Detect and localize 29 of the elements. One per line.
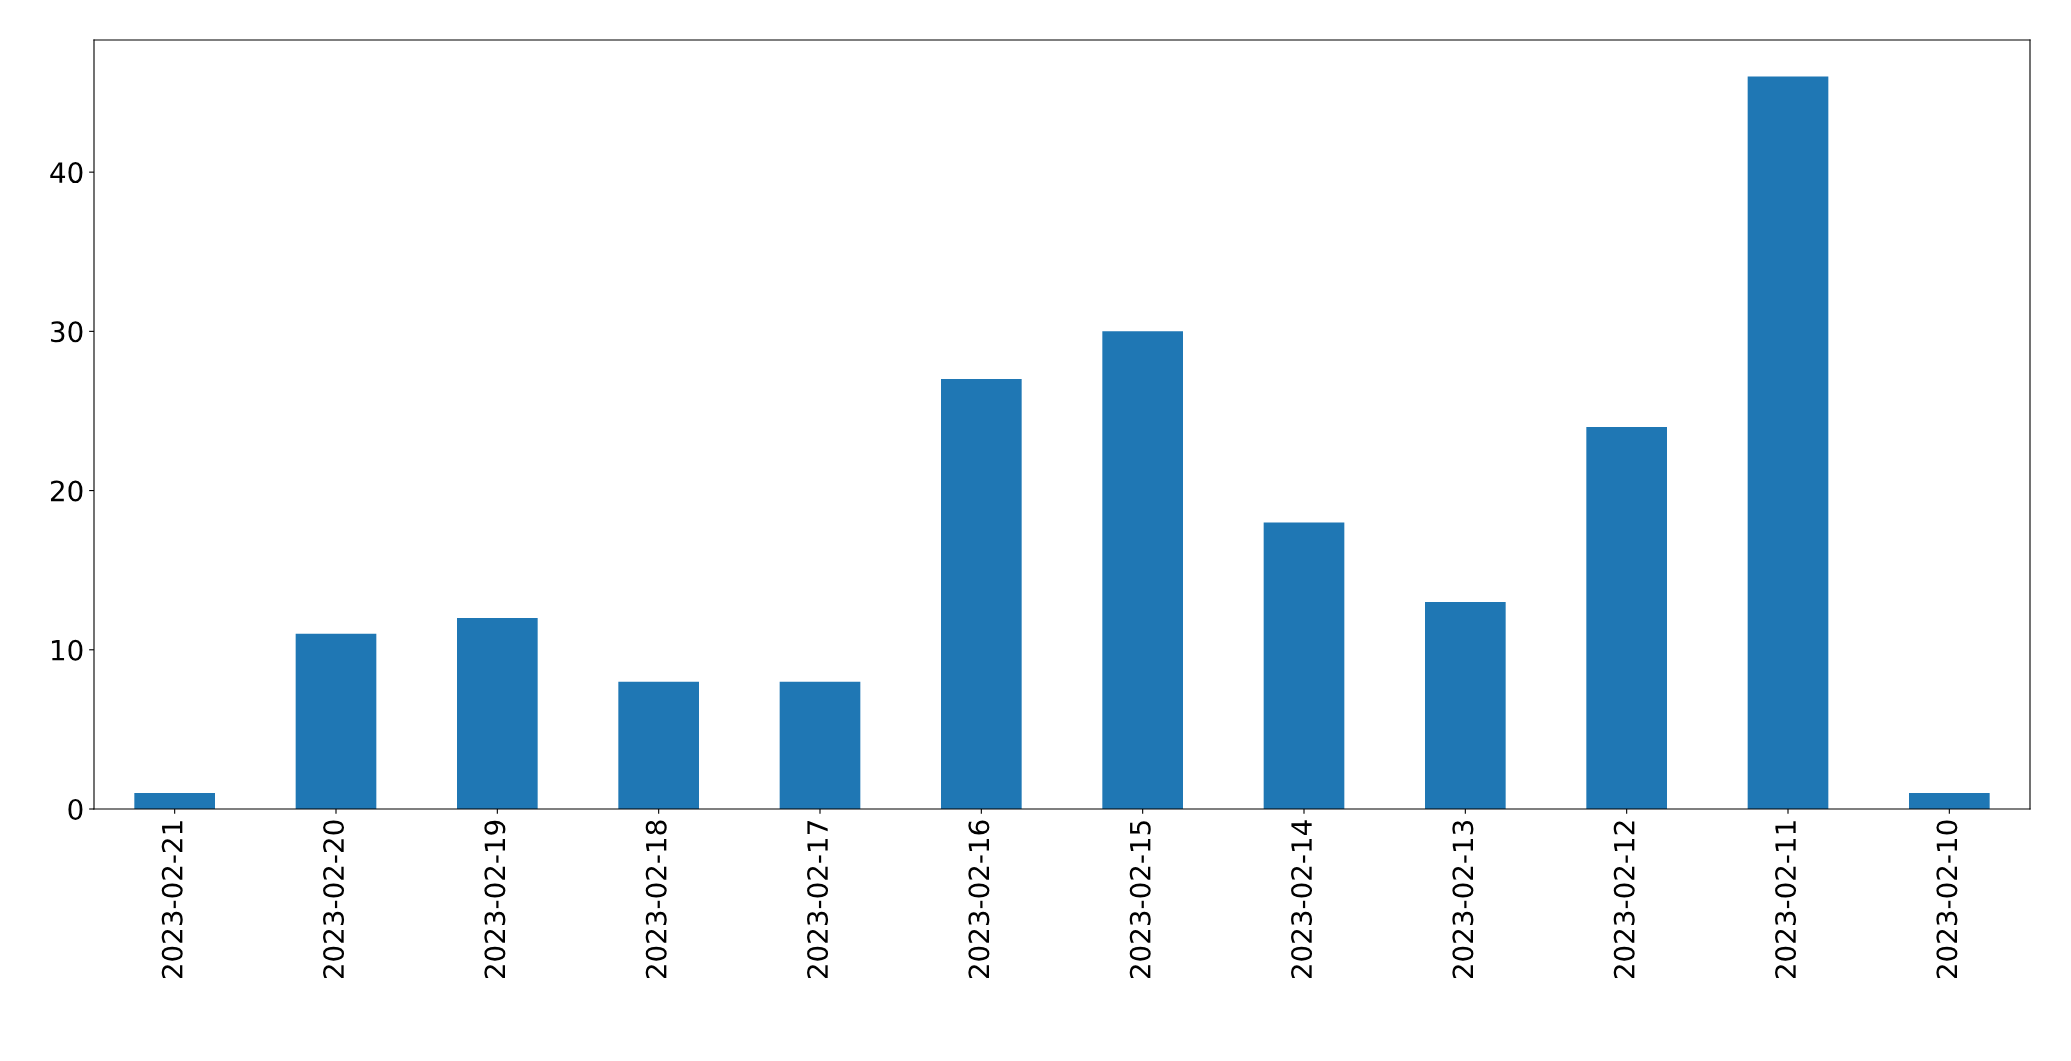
- x-tick-label: 2023-02-11: [1775, 821, 1797, 979]
- x-tick-label: 2023-02-18: [645, 820, 667, 979]
- bar: [457, 617, 538, 809]
- bar: [134, 793, 215, 809]
- bar: [1425, 602, 1506, 809]
- x-tick-label: 2023-02-14: [1291, 820, 1313, 979]
- bar: [1102, 331, 1183, 809]
- x-tick-label: 2023-02-12: [1613, 821, 1635, 979]
- y-tick-label: 20: [50, 480, 83, 502]
- y-tick-label: 30: [51, 321, 83, 343]
- bar: [1747, 76, 1829, 809]
- bar: [941, 379, 1022, 809]
- x-tick-label: 2023-02-17: [807, 821, 829, 979]
- bar: [1586, 426, 1667, 809]
- x-tick-label: 2023-02-13: [1452, 820, 1474, 979]
- x-tick-label: 2023-02-15: [1129, 821, 1151, 979]
- x-tick-label: 2023-02-16: [968, 820, 990, 979]
- x-tick-label: 2023-02-21: [161, 821, 183, 979]
- y-tick-label: 10: [51, 639, 83, 661]
- x-tick-label: 2023-02-20: [323, 820, 345, 979]
- bar: [1263, 522, 1345, 809]
- x-tick-label: 2023-02-19: [484, 820, 506, 979]
- bar: [618, 681, 699, 809]
- bar: [779, 681, 861, 809]
- bar: [1909, 793, 1990, 809]
- y-tick-label: 0: [68, 798, 83, 820]
- y-tick-label: 40: [50, 162, 83, 184]
- bar: [295, 633, 377, 809]
- x-tick-label: 2023-02-10: [1936, 820, 1958, 979]
